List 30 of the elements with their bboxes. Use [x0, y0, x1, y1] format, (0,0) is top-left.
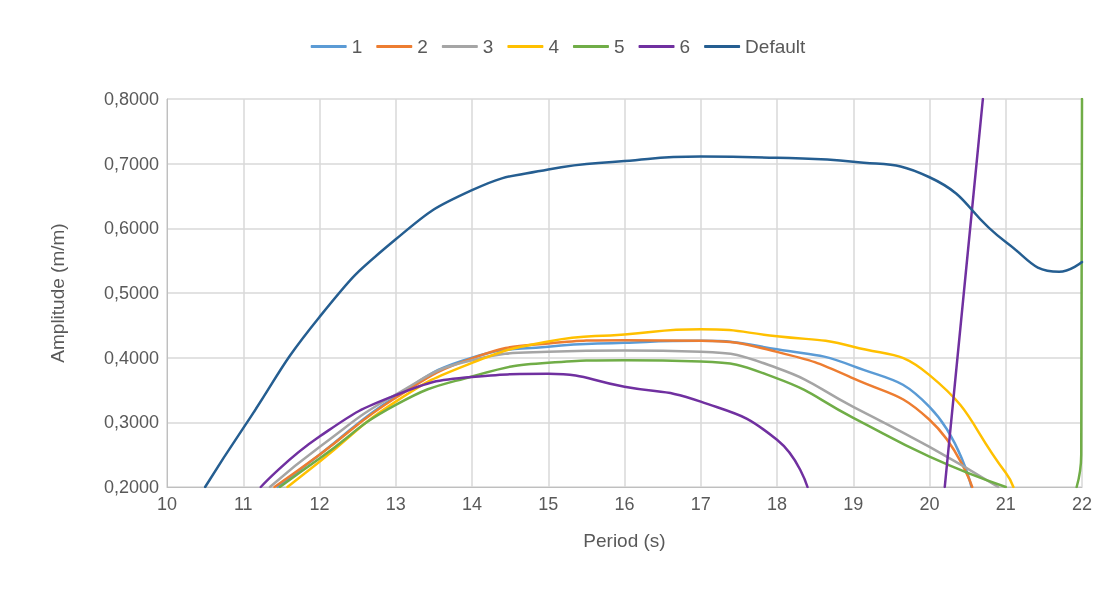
- x-tick-label: 10: [156, 494, 178, 514]
- x-tick-label: 16: [614, 494, 635, 514]
- legend-label: 5: [613, 36, 625, 57]
- legend-label: 6: [679, 36, 691, 57]
- x-tick-label: 12: [309, 494, 330, 514]
- y-tick-label: 0,7000: [103, 153, 159, 174]
- y-tick-label: 0,8000: [103, 89, 159, 109]
- y-tick-label: 0,2000: [103, 477, 159, 497]
- x-tick-label: 19: [843, 494, 864, 514]
- y-axis-title: Amplitude (m/m): [47, 223, 68, 363]
- x-tick-label: 13: [385, 494, 406, 514]
- x-tick-label: 17: [690, 494, 711, 514]
- legend-label: 4: [548, 36, 560, 57]
- y-tick-label: 0,5000: [103, 283, 159, 303]
- x-tick-label: 15: [538, 494, 559, 514]
- x-tick-label: 14: [461, 494, 483, 514]
- x-tick-label: 22: [1071, 494, 1093, 514]
- legend-label: Default: [745, 36, 807, 57]
- legend-label: 2: [417, 36, 428, 57]
- x-tick-label: 21: [995, 494, 1016, 514]
- x-tick-label: 20: [919, 494, 940, 514]
- y-tick-label: 0,4000: [103, 347, 159, 368]
- line-series: [203, 155, 1084, 489]
- y-tick-label: 0,3000: [103, 412, 159, 433]
- x-axis-title: Period (s): [583, 530, 666, 551]
- y-tick-label: 0,6000: [103, 218, 159, 239]
- x-tick-label: 18: [766, 494, 788, 514]
- legend-label: 3: [482, 36, 494, 57]
- x-tick-label: 11: [233, 494, 253, 514]
- legend-label: 1: [351, 36, 363, 57]
